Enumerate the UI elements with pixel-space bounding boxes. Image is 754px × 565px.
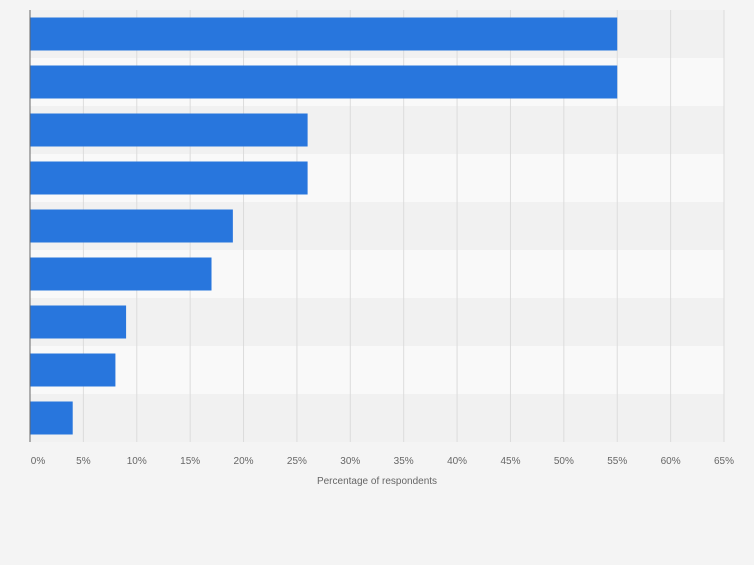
x-tick-label: 0% — [31, 456, 46, 467]
bar[interactable] — [30, 257, 212, 291]
x-tick-label: 30% — [340, 456, 360, 467]
row-band — [30, 346, 724, 394]
x-tick-label: 25% — [287, 456, 307, 467]
bar[interactable] — [30, 353, 116, 387]
x-tick-label: 10% — [127, 456, 147, 467]
bar[interactable] — [30, 401, 73, 435]
x-tick-label: 45% — [500, 456, 520, 467]
x-tick-label: 35% — [394, 456, 414, 467]
bar[interactable] — [30, 161, 308, 195]
x-axis-title: Percentage of respondents — [317, 476, 437, 487]
x-tick-label: 65% — [714, 456, 734, 467]
x-tick-label: 5% — [76, 456, 91, 467]
bar[interactable] — [30, 113, 308, 147]
x-tick-label: 60% — [661, 456, 681, 467]
x-tick-label: 20% — [234, 456, 254, 467]
bars — [30, 17, 618, 435]
x-tick-labels: 0% 5% 10% 15% 20% 25% 30% 35% 40% 45% 50% 55% 60% 65% — [31, 456, 734, 467]
bar[interactable] — [30, 209, 233, 243]
row-band — [30, 394, 724, 442]
x-tick-label: 15% — [180, 456, 200, 467]
bar[interactable] — [30, 305, 127, 339]
row-band — [30, 298, 724, 346]
bar[interactable] — [30, 17, 618, 51]
bar[interactable] — [30, 65, 618, 99]
x-tick-label: 50% — [554, 456, 574, 467]
x-tick-label: 40% — [447, 456, 467, 467]
x-tick-label: 55% — [607, 456, 627, 467]
